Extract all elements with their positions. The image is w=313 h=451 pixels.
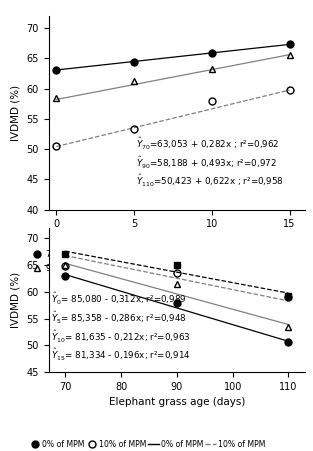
Y-axis label: IVDMD (%): IVDMD (%) (11, 85, 21, 141)
Text: $\hat{Y}_{70}$=63,053 + 0,282x ; r²=0,962
$\hat{Y}_{90}$=58,188 + 0,493x; r²=0,9: $\hat{Y}_{70}$=63,053 + 0,282x ; r²=0,96… (136, 136, 284, 189)
Text: $\hat{Y}_{0}$= 85,080 - 0,312x; r²=0,989
$\hat{Y}_{5}$= 85,358 - 0,286x; r²=0,94: $\hat{Y}_{0}$= 85,080 - 0,312x; r²=0,989… (51, 291, 191, 363)
Y-axis label: IVDMD (%): IVDMD (%) (11, 272, 21, 328)
Legend: 70 days, 90 days, 110 days, 70 dias, 90 dias, 110 dias: 70 days, 90 days, 110 days, 70 dias, 90 … (27, 247, 200, 276)
Legend: 0% of MPM, 5% of MPM, 10% of MPM, 15% of MPM, 0% of MPM, 5% of MPM, 10% of MPM, : 0% of MPM, 5% of MPM, 10% of MPM, 15% of… (27, 437, 268, 451)
X-axis label: Elephant grass age (days): Elephant grass age (days) (109, 397, 245, 407)
X-axis label: MPM concentration (%): MPM concentration (%) (116, 235, 237, 245)
